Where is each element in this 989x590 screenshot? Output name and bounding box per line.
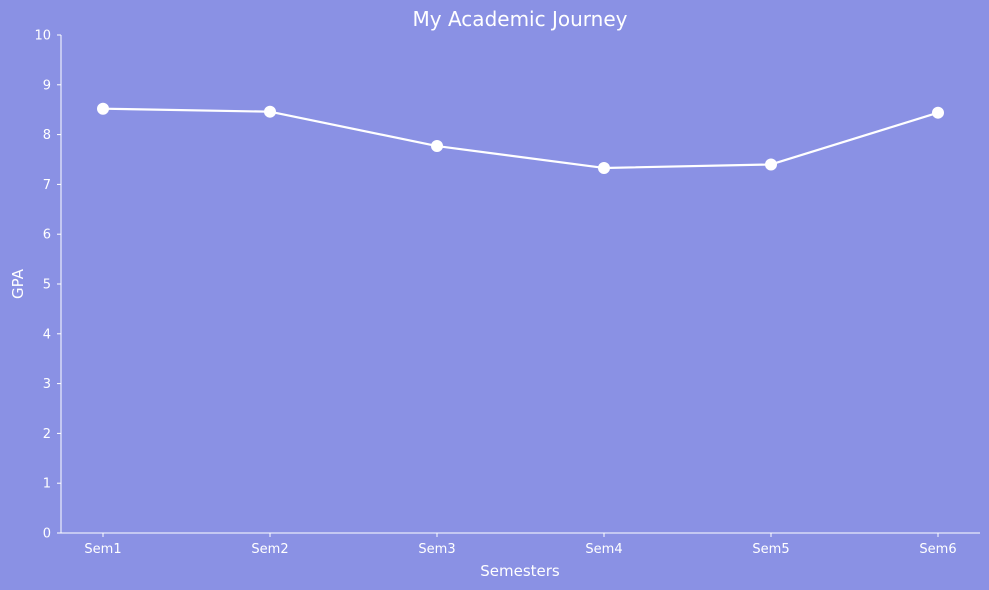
- y-axis-ticks: 0 1 2 3 4 5 6 7 8 9 10: [34, 29, 61, 542]
- x-tick-label: Sem4: [585, 542, 622, 557]
- y-tick-label: 6: [43, 228, 51, 243]
- y-tick-label: 1: [43, 477, 51, 492]
- data-point: [598, 161, 610, 174]
- y-tick-label: 5: [43, 278, 51, 293]
- x-tick-label: Sem1: [84, 542, 121, 557]
- y-tick-label: 4: [43, 327, 51, 342]
- y-tick-label: 8: [43, 128, 51, 143]
- x-tick-label: Sem2: [251, 542, 288, 557]
- y-tick-label: 0: [43, 527, 51, 542]
- x-tick-label: Sem6: [919, 542, 956, 557]
- data-point: [264, 105, 276, 118]
- data-point: [765, 158, 777, 171]
- x-tick-label: Sem3: [418, 542, 455, 557]
- gpa-series: [97, 102, 944, 174]
- y-tick-label: 10: [34, 29, 51, 44]
- y-tick-label: 7: [43, 178, 51, 193]
- y-tick-label: 2: [43, 427, 51, 442]
- data-point: [932, 106, 944, 119]
- y-tick-label: 9: [43, 78, 51, 93]
- series-line: [101, 107, 940, 170]
- chart-title: My Academic Journey: [413, 7, 628, 31]
- data-point: [431, 140, 443, 153]
- x-axis-label: Semesters: [480, 562, 560, 580]
- x-tick-label: Sem5: [752, 542, 789, 557]
- y-tick-label: 3: [43, 377, 51, 392]
- data-point: [97, 102, 109, 115]
- x-axis-ticks: Sem1 Sem2 Sem3 Sem4 Sem5 Sem6: [84, 533, 957, 557]
- y-axis-label: GPA: [9, 268, 27, 299]
